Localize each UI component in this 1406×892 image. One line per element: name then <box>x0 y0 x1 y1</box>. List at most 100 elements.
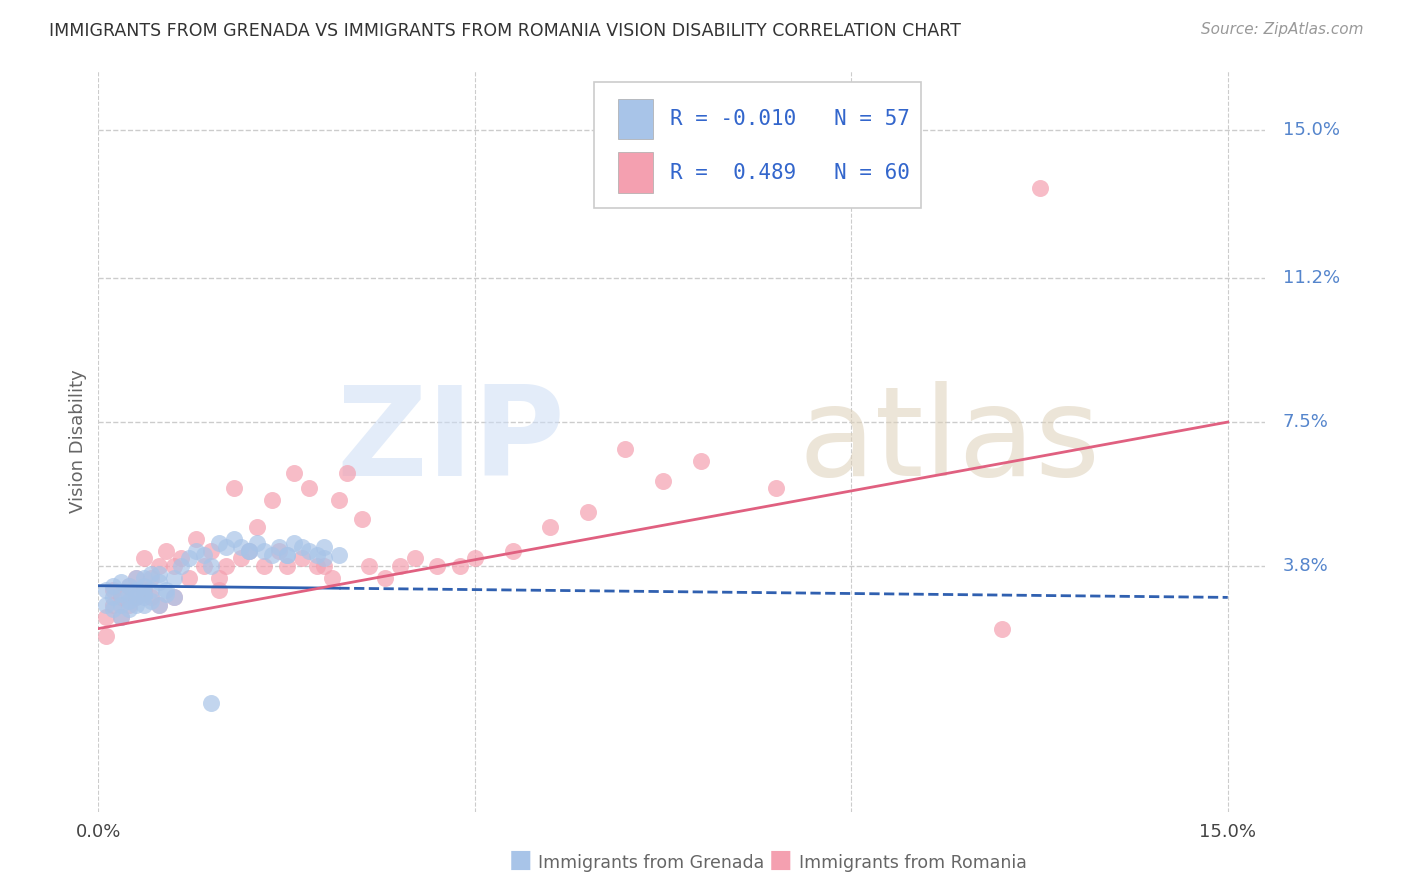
Y-axis label: Vision Disability: Vision Disability <box>69 369 87 514</box>
Point <box>94 629 117 643</box>
Point <box>148 559 170 574</box>
Point <box>155 543 177 558</box>
Point <box>103 579 125 593</box>
Point <box>163 591 186 605</box>
Point <box>155 586 177 600</box>
Text: Immigrants from Grenada: Immigrants from Grenada <box>538 855 765 872</box>
Text: Source: ZipAtlas.com: Source: ZipAtlas.com <box>1201 22 1364 37</box>
Point <box>103 602 125 616</box>
Text: atlas: atlas <box>799 381 1101 502</box>
Point <box>215 559 238 574</box>
Point <box>117 598 139 612</box>
Point <box>283 536 305 550</box>
Point <box>163 571 186 585</box>
Bar <box>617 152 652 193</box>
Text: 7.5%: 7.5% <box>1282 413 1329 431</box>
Point <box>291 551 314 566</box>
Point <box>260 493 283 508</box>
Point <box>110 591 132 605</box>
Point <box>110 586 132 600</box>
Point <box>269 543 291 558</box>
Point <box>103 582 125 597</box>
Point <box>298 543 321 558</box>
Point <box>170 559 193 574</box>
Point <box>253 559 276 574</box>
Point <box>238 543 260 558</box>
Point <box>132 598 155 612</box>
Point <box>125 591 148 605</box>
Point <box>170 551 193 566</box>
Point <box>139 594 162 608</box>
Point <box>200 559 222 574</box>
Point <box>132 551 155 566</box>
Point <box>222 532 245 546</box>
Point <box>359 559 381 574</box>
Point <box>110 610 132 624</box>
Point <box>208 536 231 550</box>
Point <box>614 442 637 457</box>
Point <box>245 520 267 534</box>
Point <box>200 543 222 558</box>
Point <box>117 579 139 593</box>
Point <box>260 548 283 562</box>
Point <box>186 532 208 546</box>
Point <box>125 582 148 597</box>
Point <box>125 571 148 585</box>
Point <box>132 586 155 600</box>
Point <box>253 543 276 558</box>
Bar <box>617 99 652 139</box>
Point <box>314 551 336 566</box>
Point <box>1028 181 1050 195</box>
Point <box>652 474 675 488</box>
Point <box>125 571 148 585</box>
Point <box>321 571 343 585</box>
Point <box>231 540 253 554</box>
Point <box>283 466 305 480</box>
Text: Immigrants from Romania: Immigrants from Romania <box>799 855 1026 872</box>
Point <box>148 567 170 582</box>
Point <box>991 622 1014 636</box>
Point <box>132 591 155 605</box>
Point <box>94 582 117 597</box>
Point <box>139 567 162 582</box>
Point <box>110 598 132 612</box>
Point <box>231 551 253 566</box>
Point <box>502 543 524 558</box>
Point <box>163 591 186 605</box>
Point <box>388 559 411 574</box>
Text: ■: ■ <box>769 848 792 872</box>
Point <box>125 591 148 605</box>
Point <box>103 591 125 605</box>
Point <box>426 559 449 574</box>
Point <box>576 505 599 519</box>
Point <box>350 512 373 526</box>
Point <box>765 481 787 495</box>
Point <box>117 602 139 616</box>
Point <box>110 610 132 624</box>
Point <box>538 520 561 534</box>
Point <box>139 571 162 585</box>
Point <box>464 551 486 566</box>
Point <box>139 591 162 605</box>
Point <box>689 454 711 468</box>
Point <box>132 582 155 597</box>
Point <box>193 559 215 574</box>
Point <box>117 586 139 600</box>
Text: R =  0.489   N = 60: R = 0.489 N = 60 <box>671 162 910 183</box>
Point <box>305 559 328 574</box>
Point <box>155 582 177 597</box>
Point <box>200 696 222 710</box>
Point <box>117 594 139 608</box>
Text: ■: ■ <box>509 848 531 872</box>
Point <box>336 466 359 480</box>
Text: 11.2%: 11.2% <box>1282 268 1340 287</box>
Text: IMMIGRANTS FROM GRENADA VS IMMIGRANTS FROM ROMANIA VISION DISABILITY CORRELATION: IMMIGRANTS FROM GRENADA VS IMMIGRANTS FR… <box>49 22 962 40</box>
Point <box>94 598 117 612</box>
Point <box>125 598 148 612</box>
Text: 15.0%: 15.0% <box>1282 120 1340 139</box>
Point <box>139 582 162 597</box>
Point <box>328 548 350 562</box>
Text: R = -0.010   N = 57: R = -0.010 N = 57 <box>671 110 910 129</box>
Point <box>238 543 260 558</box>
Point <box>208 571 231 585</box>
